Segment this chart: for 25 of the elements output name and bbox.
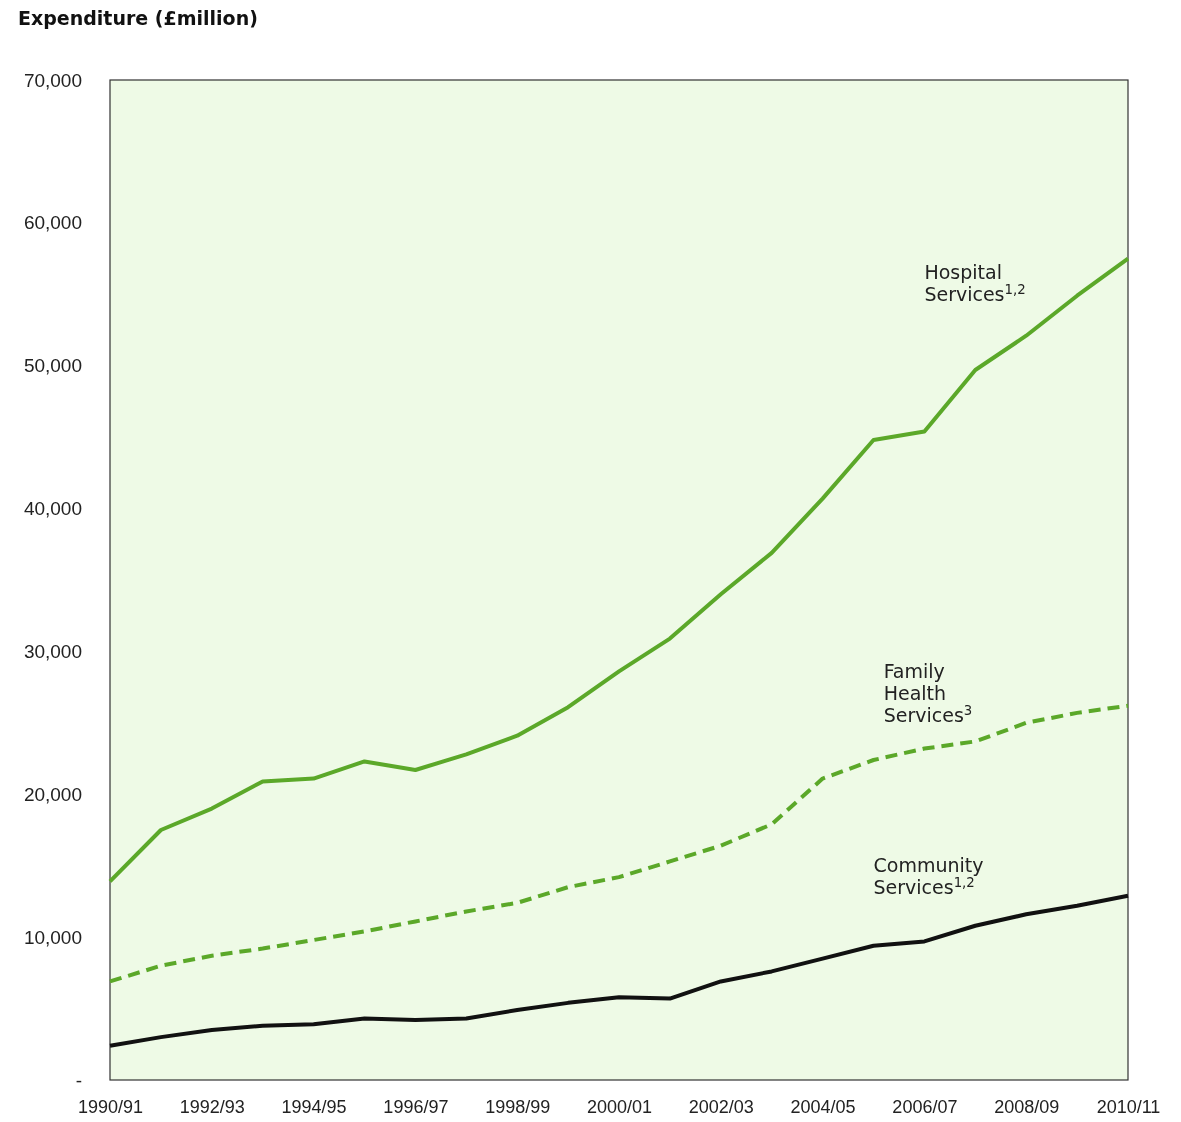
x-tick-label: 1998/99 [485,1096,551,1117]
series-label: Family Health Services$^{3}$ [883,660,973,726]
x-tick-label: 2002/03 [688,1096,754,1117]
y-tick-label: 20,000 [23,783,82,805]
y-tick-label: 70,000 [23,69,82,91]
line-series [108,893,1130,1048]
x-tick-label: 1996/97 [383,1096,449,1117]
x-tick-label: 2004/05 [790,1096,856,1117]
x-tick-label: 2010/11 [1096,1096,1161,1117]
x-tick-label: 1990/91 [77,1096,144,1117]
x-tick-label: 1992/93 [179,1096,245,1117]
x-tick-label: 2006/07 [892,1096,958,1117]
y-tick-label: - [75,1069,82,1091]
y-tick-label: 30,000 [23,641,82,663]
x-tick-label: 1994/95 [281,1096,347,1117]
x-tick-label: 2008/09 [994,1096,1060,1117]
y-tick-label: 50,000 [23,355,82,377]
line-series [108,703,1130,984]
x-tick-label: 2000/01 [586,1096,653,1117]
y-tick-label: 10,000 [23,926,82,948]
y-tick-label: 60,000 [23,212,82,234]
series-label: Hospital Services$^{1,2}$ [924,261,1026,306]
y-axis-title: Expenditure (£million) [18,7,258,29]
y-tick-label: 40,000 [23,498,82,520]
series-label: Community Services$^{1,2}$ [873,853,984,898]
